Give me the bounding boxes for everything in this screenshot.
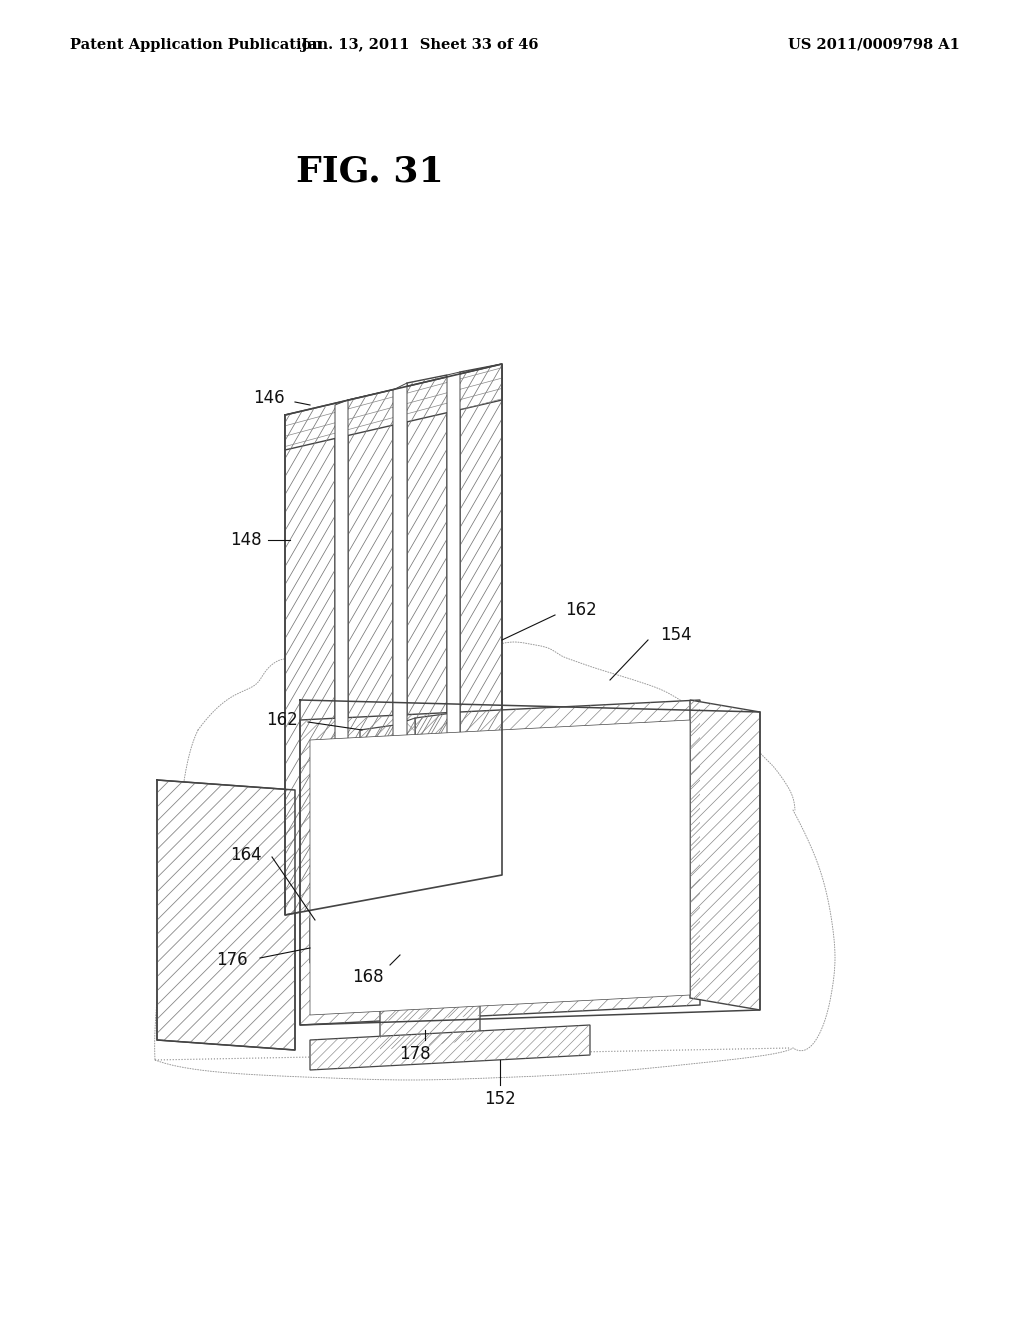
Polygon shape [285, 405, 335, 915]
Polygon shape [393, 383, 407, 892]
Polygon shape [380, 985, 480, 1049]
Text: 162: 162 [565, 601, 597, 619]
Polygon shape [157, 780, 295, 1049]
Polygon shape [300, 700, 700, 1026]
Polygon shape [310, 906, 550, 964]
Text: FIG. 31: FIG. 31 [296, 154, 443, 189]
Polygon shape [395, 718, 415, 931]
Polygon shape [310, 1026, 590, 1071]
Text: 162: 162 [266, 711, 298, 729]
Polygon shape [447, 372, 460, 875]
Polygon shape [310, 719, 690, 1015]
Polygon shape [335, 400, 348, 906]
Text: 146: 146 [253, 389, 285, 407]
Polygon shape [407, 375, 447, 883]
Polygon shape [460, 364, 502, 873]
Polygon shape [415, 711, 460, 927]
Polygon shape [360, 725, 395, 935]
Text: US 2011/0009798 A1: US 2011/0009798 A1 [788, 38, 961, 51]
Polygon shape [345, 939, 520, 982]
Text: 154: 154 [660, 626, 691, 644]
Text: Jan. 13, 2011  Sheet 33 of 46: Jan. 13, 2011 Sheet 33 of 46 [301, 38, 539, 51]
Polygon shape [285, 364, 502, 450]
Polygon shape [690, 700, 760, 1010]
Text: 176: 176 [216, 950, 248, 969]
Text: 164: 164 [230, 846, 262, 865]
Text: 148: 148 [230, 531, 262, 549]
Polygon shape [370, 960, 490, 1005]
Text: Patent Application Publication: Patent Application Publication [70, 38, 322, 51]
Polygon shape [348, 389, 393, 902]
Text: 178: 178 [399, 1045, 431, 1063]
Text: 168: 168 [352, 968, 384, 986]
Text: 152: 152 [484, 1090, 516, 1107]
